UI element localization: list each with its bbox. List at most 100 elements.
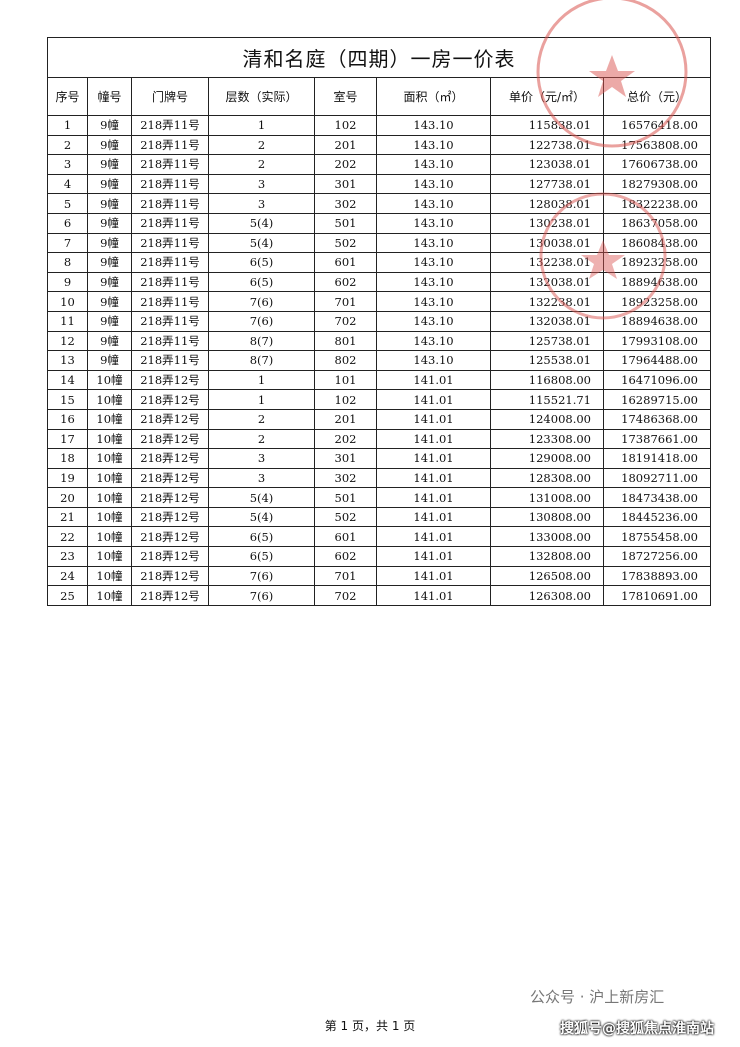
table-cell: 141.01	[376, 565, 491, 587]
table-cell: 17	[47, 428, 88, 450]
table-cell: 17810691.00	[603, 585, 711, 606]
table-cell: 1	[208, 369, 315, 391]
header-cell: 幢号	[87, 77, 132, 116]
table-cell: 202	[314, 154, 377, 175]
table-row: 13 9幢 218弄11号 8(7) 802 143.10 125538.01 1796448…	[47, 350, 711, 371]
table-row: 5 9幢 218弄11号 3 302 143.10 128038.01 18322238.00	[47, 193, 711, 214]
table-cell: 3	[208, 448, 315, 469]
table-cell: 3	[47, 154, 88, 175]
table-cell: 132038.01	[490, 310, 604, 332]
table-cell: 132808.00	[490, 546, 604, 567]
table-cell: 9幢	[87, 232, 132, 254]
table-cell: 218弄12号	[131, 526, 209, 548]
page-footer: 第 1 页，共 1 页	[324, 1019, 416, 1033]
table-row: 23 10幢 218弄12号 6(5) 602 141.01 132808.00 187272…	[47, 546, 711, 567]
table-cell: 10幢	[87, 565, 132, 587]
table-cell: 130808.00	[490, 506, 604, 528]
table-cell: 141.01	[376, 487, 491, 508]
table-cell: 143.10	[376, 134, 491, 156]
table-cell: 143.10	[376, 271, 491, 293]
table-cell: 2	[208, 134, 315, 156]
table-cell: 19	[47, 467, 88, 489]
table-row: 15 10幢 218弄12号 1 102 141.01 115521.71 16289715.…	[47, 389, 711, 410]
table-cell: 141.01	[376, 369, 491, 391]
table-cell: 218弄12号	[131, 448, 209, 469]
table-title: 清和名庭（四期）一房一价表	[47, 37, 711, 78]
table-cell: 218弄11号	[131, 212, 209, 234]
table-cell: 141.01	[376, 428, 491, 450]
table-cell: 9幢	[87, 350, 132, 371]
table-cell: 218弄12号	[131, 467, 209, 489]
table-cell: 3	[208, 193, 315, 214]
table-cell: 16471096.00	[603, 369, 711, 391]
table-cell: 143.10	[376, 173, 491, 195]
table-cell: 218弄12号	[131, 369, 209, 391]
table-cell: 218弄11号	[131, 115, 209, 136]
table-cell: 141.01	[376, 389, 491, 410]
table-cell: 143.10	[376, 232, 491, 254]
table-cell: 143.10	[376, 193, 491, 214]
table-body: 1 9幢 218弄11号 1 102 143.10 115838.01 16576418.00…	[47, 115, 711, 606]
table-cell: 8(7)	[208, 350, 315, 371]
table-cell: 9幢	[87, 115, 132, 136]
table-cell: 601	[314, 252, 377, 273]
table-cell: 502	[314, 506, 377, 528]
table-cell: 141.01	[376, 408, 491, 430]
table-cell: 218弄12号	[131, 389, 209, 410]
table-cell: 218弄11号	[131, 173, 209, 195]
table-row: 6 9幢 218弄11号 5(4) 501 143.10 130238.01 18637058…	[47, 212, 711, 234]
table-cell: 128308.00	[490, 467, 604, 489]
table-row: 1 9幢 218弄11号 1 102 143.10 115838.01 16576418.00	[47, 115, 711, 136]
table-cell: 801	[314, 330, 377, 352]
table-cell: 1	[208, 389, 315, 410]
table-cell: 18727256.00	[603, 546, 711, 567]
table-cell: 10幢	[87, 448, 132, 469]
table-cell: 2	[208, 428, 315, 450]
table-cell: 702	[314, 310, 377, 332]
header-cell: 总价（元）	[603, 77, 711, 116]
table-cell: 18894638.00	[603, 271, 711, 293]
table-cell: 9幢	[87, 154, 132, 175]
table-cell: 125538.01	[490, 350, 604, 371]
table-row: 7 9幢 218弄11号 5(4) 502 143.10 130038.01 18608438…	[47, 232, 711, 254]
table-cell: 17993108.00	[603, 330, 711, 352]
table-cell: 124008.00	[490, 408, 604, 430]
table-cell: 10幢	[87, 408, 132, 430]
table-cell: 101	[314, 369, 377, 391]
table-cell: 7	[47, 232, 88, 254]
table-row: 12 9幢 218弄11号 8(7) 801 143.10 125738.01 1799310…	[47, 330, 711, 352]
table-cell: 141.01	[376, 506, 491, 528]
table-cell: 17387661.00	[603, 428, 711, 450]
table-cell: 21	[47, 506, 88, 528]
table-cell: 141.01	[376, 526, 491, 548]
table-cell: 130238.01	[490, 212, 604, 234]
table-cell: 143.10	[376, 154, 491, 175]
table-row: 10 9幢 218弄11号 7(6) 701 143.10 132238.01 1892325…	[47, 291, 711, 312]
price-table: 清和名庭（四期）一房一价表 序号 幢号 门牌号 层数（实际） 室号 面积（㎡） 单价（元/㎡…	[47, 37, 711, 606]
table-cell: 123308.00	[490, 428, 604, 450]
table-cell: 127738.01	[490, 173, 604, 195]
table-cell: 13	[47, 350, 88, 371]
table-cell: 18322238.00	[603, 193, 711, 214]
table-cell: 7(6)	[208, 291, 315, 312]
table-cell: 1	[208, 115, 315, 136]
table-cell: 701	[314, 291, 377, 312]
table-cell: 2	[208, 154, 315, 175]
table-cell: 10幢	[87, 467, 132, 489]
table-cell: 601	[314, 526, 377, 548]
table-cell: 10幢	[87, 546, 132, 567]
table-row: 24 10幢 218弄12号 7(6) 701 141.01 126508.00 178388…	[47, 565, 711, 587]
table-cell: 115838.01	[490, 115, 604, 136]
table-cell: 5(4)	[208, 506, 315, 528]
table-cell: 201	[314, 408, 377, 430]
table-cell: 218弄12号	[131, 546, 209, 567]
table-cell: 12	[47, 330, 88, 352]
table-cell: 701	[314, 565, 377, 587]
table-cell: 16289715.00	[603, 389, 711, 410]
table-cell: 18923258.00	[603, 291, 711, 312]
header-cell: 面积（㎡）	[376, 77, 491, 116]
table-cell: 218弄11号	[131, 232, 209, 254]
table-cell: 10幢	[87, 585, 132, 606]
table-cell: 115521.71	[490, 389, 604, 410]
